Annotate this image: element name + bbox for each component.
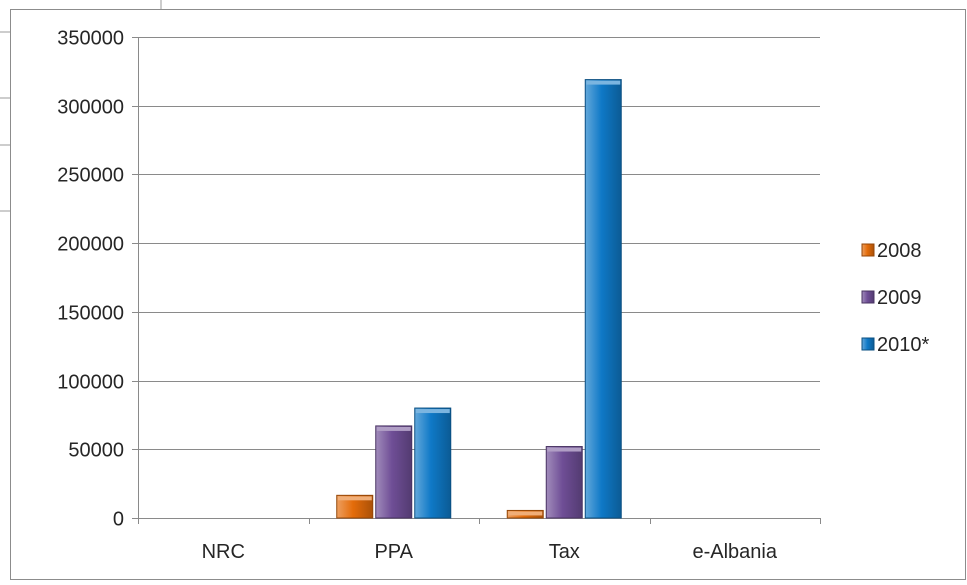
y-axis: 0 50000 100000 150000 200000 250000 300000 3500… xyxy=(57,28,124,531)
bar xyxy=(336,494,374,519)
bar-body xyxy=(584,79,622,519)
legend-label: 2010* xyxy=(877,334,929,356)
bar xyxy=(375,425,413,519)
legend-item: 2008 xyxy=(861,240,922,262)
x-tick-label: Tax xyxy=(549,541,580,563)
legend-swatch xyxy=(861,290,875,304)
x-tick-label: PPA xyxy=(374,541,413,563)
legend-label: 2008 xyxy=(877,240,922,262)
y-tick-label: 0 xyxy=(113,509,124,531)
bar xyxy=(506,509,544,519)
gridlines xyxy=(132,37,820,519)
y-tick-label: 300000 xyxy=(57,97,124,119)
y-tick-label: 100000 xyxy=(57,372,124,394)
x-tick-label: NRC xyxy=(202,541,245,563)
bar xyxy=(584,79,622,519)
legend: 2008 2009 2010* xyxy=(861,240,929,356)
legend-swatch xyxy=(861,243,875,257)
y-tick-label: 150000 xyxy=(57,303,124,325)
bar-highlight xyxy=(547,447,582,452)
y-tick-label: 200000 xyxy=(57,234,124,256)
bar-highlight xyxy=(508,511,543,516)
bar-body xyxy=(414,407,452,519)
legend-item: 2009 xyxy=(861,287,922,309)
bar-body xyxy=(336,494,374,519)
bars xyxy=(336,79,622,519)
y-tick-label: 50000 xyxy=(68,440,124,462)
bar-highlight xyxy=(337,496,372,501)
bar-body xyxy=(545,446,583,519)
legend-label: 2009 xyxy=(877,287,922,309)
bar-highlight xyxy=(376,426,411,431)
legend-item: 2010* xyxy=(861,334,929,356)
x-axis: NRC PPA Tax e-Albania xyxy=(138,518,821,563)
bar-highlight xyxy=(415,409,450,414)
y-tick-label: 350000 xyxy=(57,28,124,50)
bar-highlight xyxy=(586,80,621,85)
x-tick-label: e-Albania xyxy=(692,541,777,563)
legend-swatch xyxy=(861,337,875,351)
bar xyxy=(545,446,583,519)
bar-body xyxy=(375,425,413,519)
bar xyxy=(414,407,452,519)
chart-border xyxy=(10,9,966,580)
y-tick-label: 250000 xyxy=(57,165,124,187)
